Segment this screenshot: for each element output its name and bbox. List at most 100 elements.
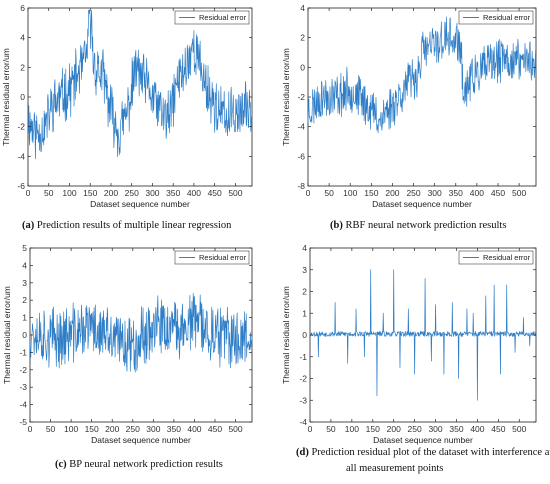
y-tick-label: -6 [17, 181, 25, 191]
legend: Residual error [458, 10, 534, 25]
x-axis-label: Dataset sequence number [373, 435, 473, 445]
x-tick-label: 450 [491, 424, 505, 434]
y-tick-label: 0 [20, 92, 25, 102]
y-tick-label: -2 [17, 122, 25, 132]
x-tick-label: 150 [83, 188, 97, 198]
x-tick-label: 250 [125, 188, 139, 198]
legend-box [458, 250, 534, 265]
x-tick-label: 150 [85, 424, 99, 434]
caption-text: all measurement points [346, 463, 443, 474]
y-tick-label: 2 [22, 295, 27, 305]
y-tick-label: 6 [20, 3, 25, 13]
series-line-residual-error [307, 16, 537, 134]
y-tick-label: 2 [302, 287, 307, 297]
legend-label: Residual error [483, 13, 531, 22]
caption-text: Prediction residual plot of the dataset … [309, 447, 550, 458]
caption-tag: (d) [296, 447, 309, 458]
panel-caption: (b) RBF neural network prediction result… [330, 220, 506, 231]
x-tick-label: 50 [44, 188, 54, 198]
x-tick-label: 450 [208, 424, 222, 434]
y-tick-label: -4 [299, 417, 307, 427]
caption-text: Prediction results of multiple linear re… [34, 220, 232, 231]
y-tick-label: -4 [19, 400, 27, 410]
y-tick-label: 0 [22, 330, 27, 340]
legend-box [458, 10, 534, 25]
x-tick-label: 200 [104, 188, 118, 198]
x-tick-label: 350 [449, 188, 463, 198]
x-tick-label: 0 [28, 424, 33, 434]
y-tick-label: 1 [22, 313, 27, 323]
legend: Residual error [174, 250, 250, 265]
x-tick-label: 200 [385, 188, 399, 198]
y-tick-label: -1 [19, 347, 27, 357]
y-tick-label: -4 [17, 151, 25, 161]
x-tick-label: 500 [512, 424, 526, 434]
x-tick-label: 250 [126, 424, 140, 434]
x-tick-label: 50 [324, 188, 334, 198]
x-tick-label: 0 [26, 188, 31, 198]
x-axis-label: Dataset sequence number [90, 199, 190, 209]
caption-tag: (c) [55, 459, 67, 470]
x-tick-label: 500 [228, 424, 242, 434]
legend-label: Residual error [199, 13, 247, 22]
legend: Residual error [458, 250, 534, 265]
x-axis-label: Dataset sequence number [372, 199, 472, 209]
x-tick-label: 50 [326, 424, 336, 434]
y-tick-label: -4 [297, 122, 305, 132]
chart-panel-b: 0 50 100 150 200 250 300 350 400 450 500 -8 -6 -4 -2 0 2… [281, 3, 537, 231]
x-tick-label: 300 [428, 424, 442, 434]
legend-box [174, 250, 250, 265]
x-tick-label: 300 [146, 424, 160, 434]
legend-box [174, 10, 250, 25]
y-axis-label: Thermal residual error/um [281, 286, 291, 384]
caption-text: RBF neural network prediction results [343, 220, 507, 231]
x-tick-label: 400 [187, 188, 201, 198]
x-tick-label: 350 [167, 424, 181, 434]
x-tick-label: 250 [408, 424, 422, 434]
x-tick-label: 300 [145, 188, 159, 198]
y-axis-label: Thermal residual error/um [281, 48, 291, 146]
y-tick-label: 1 [302, 308, 307, 318]
y-tick-label: -1 [299, 352, 307, 362]
x-tick-label: 250 [406, 188, 420, 198]
caption-text: BP neural network prediction results [67, 459, 223, 470]
y-tick-label: 0 [300, 62, 305, 72]
x-tick-label: 200 [387, 424, 401, 434]
caption-tag: (a) [22, 220, 35, 231]
y-tick-label: 4 [20, 33, 25, 43]
y-tick-label: -2 [19, 365, 27, 375]
y-tick-label: 4 [300, 3, 305, 13]
x-tick-label: 450 [208, 188, 222, 198]
x-tick-label: 350 [166, 188, 180, 198]
x-tick-label: 300 [428, 188, 442, 198]
x-tick-label: 350 [449, 424, 463, 434]
y-tick-label: 5 [22, 243, 27, 253]
y-tick-label: 2 [20, 62, 25, 72]
x-tick-label: 0 [306, 188, 311, 198]
legend: Residual error [174, 10, 250, 25]
series-line-residual-error [309, 269, 537, 401]
y-tick-label: 4 [302, 243, 307, 253]
panel-caption: (d) Prediction residual plot of the data… [296, 447, 550, 474]
chart-panel-d: 0 50 100 150 200 250 300 350 400 450 500 -4 -3 -2 -1 0 1… [281, 243, 550, 474]
y-tick-label: -5 [19, 417, 27, 427]
x-tick-label: 500 [512, 188, 526, 198]
panel-caption: (c) BP neural network prediction results [55, 459, 223, 470]
y-axis-label: Thermal residual error/um [1, 48, 11, 146]
plot-frame [307, 7, 537, 187]
y-tick-label: -6 [297, 151, 305, 161]
x-tick-label: 400 [470, 424, 484, 434]
y-tick-label: -3 [19, 382, 27, 392]
y-tick-label: 3 [302, 265, 307, 275]
y-tick-label: 2 [300, 33, 305, 43]
x-tick-label: 400 [470, 188, 484, 198]
x-tick-label: 200 [105, 424, 119, 434]
x-tick-label: 100 [64, 424, 78, 434]
x-tick-label: 500 [228, 188, 242, 198]
legend-label: Residual error [199, 253, 247, 262]
y-tick-label: -8 [297, 181, 305, 191]
x-tick-label: 100 [62, 188, 76, 198]
x-tick-label: 0 [308, 424, 313, 434]
x-tick-label: 450 [491, 188, 505, 198]
x-axis-label: Dataset sequence number [91, 435, 191, 445]
